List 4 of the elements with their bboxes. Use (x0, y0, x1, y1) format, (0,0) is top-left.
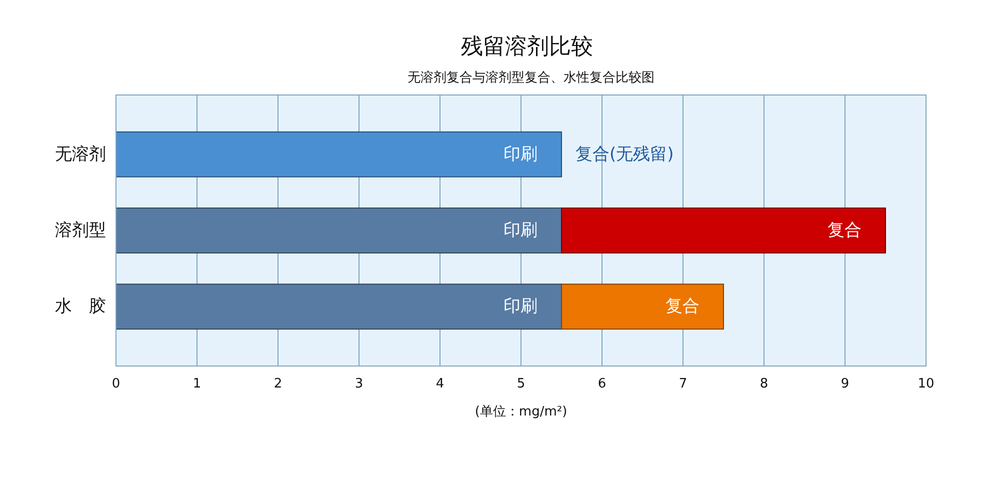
subtitle: 无溶剂复合与溶剂型复合、水性复合比较图 (408, 70, 654, 86)
annotation: 复合(无残留) (576, 144, 674, 164)
xlabel: (单位：mg/m²) (474, 404, 568, 420)
title: 残留溶剂比较 (461, 34, 593, 60)
